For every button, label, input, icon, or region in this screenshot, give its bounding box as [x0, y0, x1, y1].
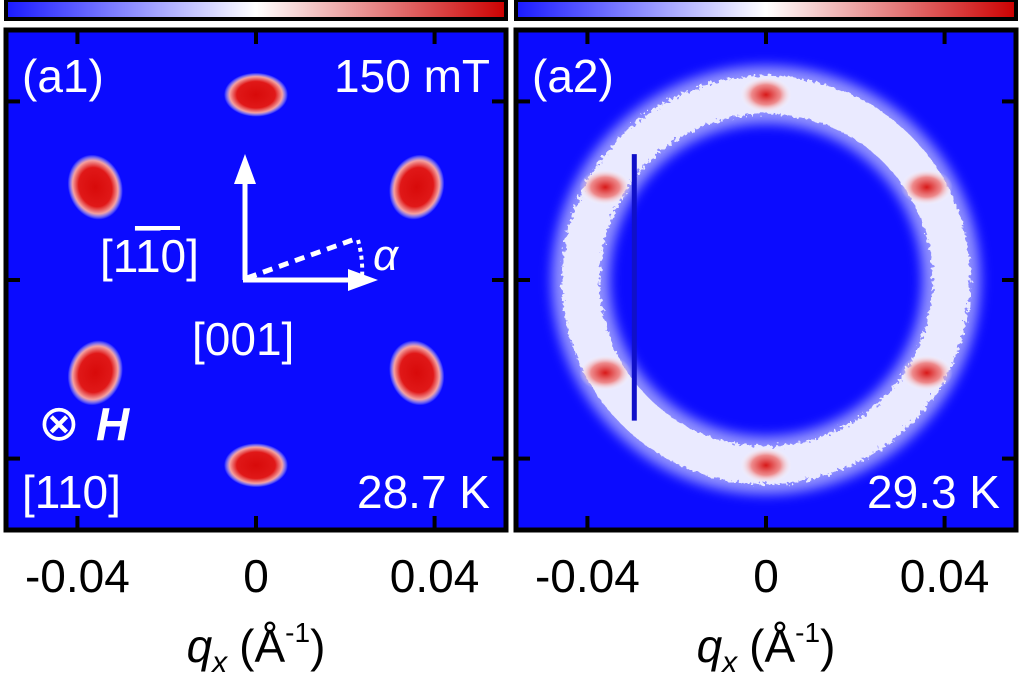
arrow-dashed-line — [246, 235, 359, 281]
ring-peak-4 — [579, 354, 632, 391]
bragg-spot-5 — [67, 154, 123, 220]
field-name-label: H — [96, 398, 130, 450]
x-tick-label-0: -0.04 — [535, 550, 640, 602]
angle-arc — [356, 239, 365, 279]
frame-a2 — [513, 27, 1019, 533]
colorbar-a2 — [514, 0, 1018, 21]
ring-peak-3 — [740, 447, 792, 484]
bragg-spot-3 — [224, 443, 288, 488]
temperature-label-a1: 28.7 K — [357, 466, 490, 518]
overbar-digit: 1 — [135, 230, 161, 282]
ring-peak-1 — [900, 169, 953, 206]
bragg-spot-0 — [224, 72, 288, 117]
ring-peak-5 — [579, 169, 632, 206]
panel-label-a2: (a2) — [532, 50, 614, 102]
bragg-spot-2 — [389, 340, 445, 406]
direction-right-label: [001] — [192, 313, 294, 365]
x-axis-title-a2: qx (Å-1) — [697, 617, 836, 679]
angle-label: α — [373, 231, 400, 280]
bragg-spot-4 — [67, 340, 123, 406]
temperature-label-a2: 29.3 K — [867, 466, 1000, 518]
panel-a2: -0.04 0 0.04 (a2) 29.3 K qx (Å-1) — [513, 0, 1019, 679]
x-tick-label-2: 0.04 — [900, 550, 990, 602]
bragg-spot-1 — [389, 154, 445, 220]
arrow-right-head — [348, 269, 378, 291]
ring-peak-2 — [900, 354, 953, 391]
field-label: 150 mT — [334, 50, 490, 102]
frame-a1 — [3, 27, 509, 533]
field-direction-symbol: ⊗ — [38, 395, 80, 451]
x-tick-label-2: 0.04 — [390, 550, 480, 602]
arrow-up-head — [234, 154, 256, 184]
direction-arrows — [234, 154, 378, 291]
x-axis-title-a1: qx (Å-1) — [187, 617, 326, 679]
x-tick-label-1: 0 — [243, 550, 269, 602]
ring-peak-0 — [740, 76, 792, 113]
field-direction-label: [110] — [22, 466, 121, 518]
panel-a1: -0.04 0 0.04 (a1) 150 mT 28.7 K [110] [001… — [3, 0, 509, 679]
x-tick-label-0: -0.04 — [25, 550, 130, 602]
colorbar-a1 — [4, 0, 508, 21]
panel-label-a1: (a1) — [22, 50, 104, 102]
x-tick-label-1: 0 — [753, 550, 779, 602]
direction-up-label: [110] — [100, 230, 199, 282]
